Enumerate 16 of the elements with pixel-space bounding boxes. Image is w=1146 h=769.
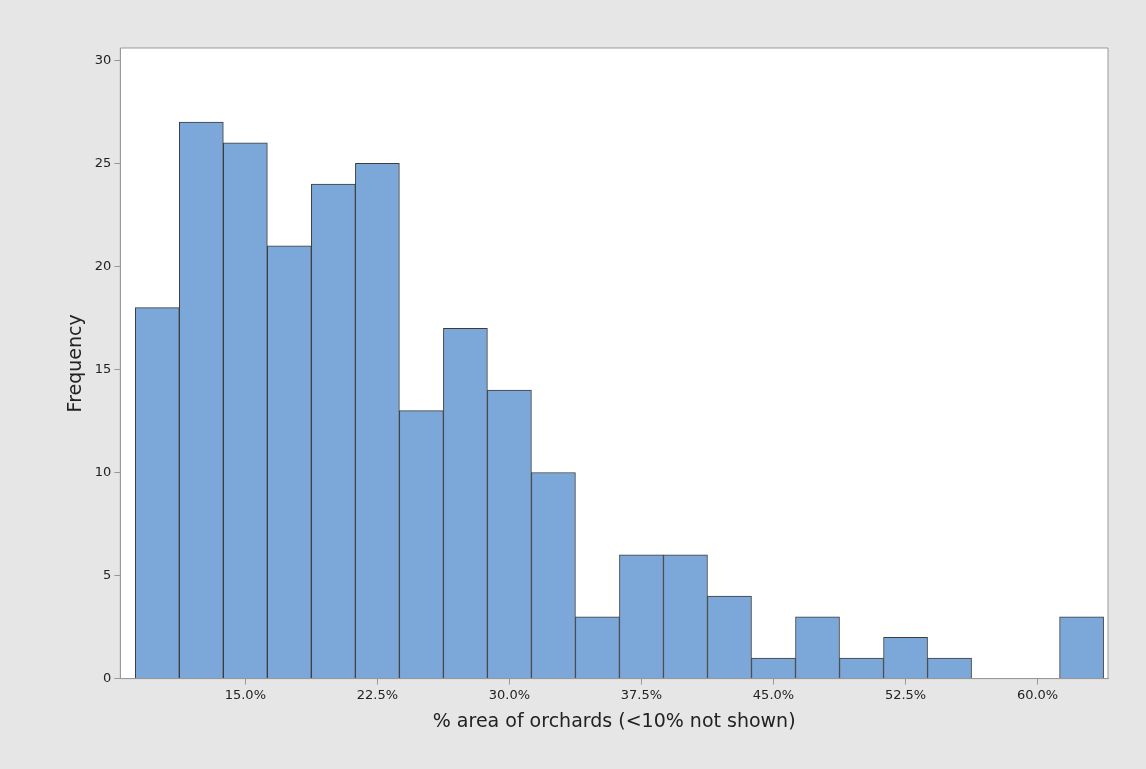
x-tick-label: 52.5%: [884, 686, 927, 702]
y-tick-label: 30: [94, 51, 112, 67]
y-tick-label: 10: [94, 463, 112, 479]
y-axis-title: Frequency: [63, 314, 86, 413]
y-tick-label: 15: [94, 360, 112, 376]
x-tick-label: 60.0%: [1016, 686, 1059, 702]
y-tick-label: 5: [103, 566, 112, 582]
x-tick-label: 45.0%: [752, 686, 795, 702]
x-tick-label: 22.5%: [356, 686, 399, 702]
x-tick-label: 15.0%: [224, 686, 266, 702]
x-tick-label: 30.0%: [488, 686, 531, 702]
x-tick-label: 37.5%: [620, 686, 663, 702]
y-tick-label: 20: [94, 257, 112, 273]
y-tick-label: 0: [103, 669, 112, 685]
y-tick-label: 25: [94, 154, 112, 170]
x-axis-title: % area of orchards (<10% not shown): [432, 708, 796, 731]
